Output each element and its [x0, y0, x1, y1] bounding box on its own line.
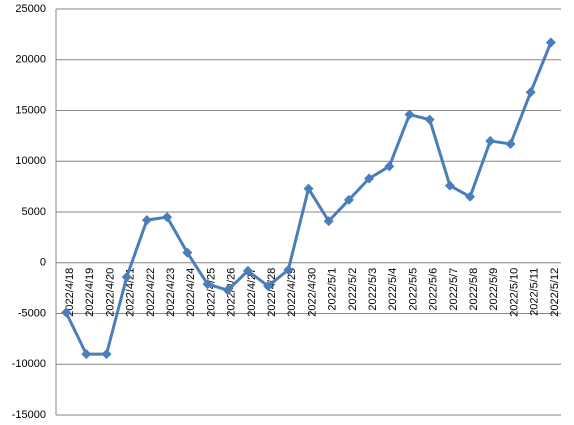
data-point [525, 87, 536, 98]
x-tick-label: 2022/4/27 [246, 268, 258, 317]
x-tick-label: 2022/5/8 [468, 268, 480, 311]
y-tick-label: 15000 [15, 104, 46, 116]
data-point [465, 191, 476, 202]
x-tick-label: 2022/5/6 [428, 268, 440, 311]
data-point [323, 216, 334, 227]
data-point [101, 349, 112, 360]
x-tick-label: 2022/5/7 [448, 268, 460, 311]
data-point [162, 212, 173, 223]
x-tick-label: 2022/4/19 [84, 268, 96, 317]
data-point [263, 281, 274, 292]
x-tick-label: 2022/5/1 [327, 268, 339, 311]
x-tick-label: 2022/5/3 [367, 268, 379, 311]
data-point [182, 247, 193, 258]
data-point [505, 138, 516, 149]
data-point [81, 349, 92, 360]
x-tick-label: 2022/5/5 [407, 268, 419, 311]
x-tick-label: 2022/4/23 [165, 268, 177, 317]
x-tick-label: 2022/5/4 [387, 268, 399, 311]
y-tick-label: 25000 [15, 3, 46, 15]
y-tick-label: -10000 [12, 358, 46, 370]
x-tick-label: 2022/4/30 [306, 268, 318, 317]
y-tick-label: 0 [40, 257, 46, 269]
data-point [364, 173, 375, 184]
data-point [242, 265, 253, 276]
data-point [384, 161, 395, 172]
y-tick-label: 20000 [15, 54, 46, 66]
x-tick-label: 2022/5/10 [508, 268, 520, 317]
data-point [343, 194, 354, 205]
data-point [61, 307, 72, 318]
y-tick-label: 10000 [15, 155, 46, 167]
x-tick-label: 2022/4/18 [64, 268, 76, 317]
data-point [121, 271, 132, 282]
x-tick-label: 2022/4/25 [205, 268, 217, 317]
data-point [141, 215, 152, 226]
data-point [424, 114, 435, 125]
x-tick-label: 2022/4/28 [266, 268, 278, 317]
x-tick-label: 2022/4/22 [145, 268, 157, 317]
y-tick-label: -15000 [12, 409, 46, 421]
data-point [444, 180, 455, 191]
data-point [202, 279, 213, 290]
data-point [404, 109, 415, 120]
x-tick-label: 2022/5/12 [549, 268, 561, 317]
x-tick-label: 2022/5/11 [529, 268, 541, 316]
data-point [545, 37, 556, 48]
data-point [303, 183, 314, 194]
data-point [222, 285, 233, 296]
x-tick-label: 2022/4/24 [185, 268, 197, 317]
x-tick-label: 2022/4/26 [226, 268, 238, 317]
x-tick-label: 2022/5/2 [347, 268, 359, 311]
x-tick-label: 2022/4/20 [104, 268, 116, 317]
y-tick-label: 5000 [22, 206, 46, 218]
x-tick-label: 2022/5/9 [488, 268, 500, 311]
y-tick-label: -5000 [18, 307, 46, 319]
data-point [283, 264, 294, 275]
x-tick-label: 2022/4/29 [286, 268, 298, 317]
data-point [485, 135, 496, 146]
